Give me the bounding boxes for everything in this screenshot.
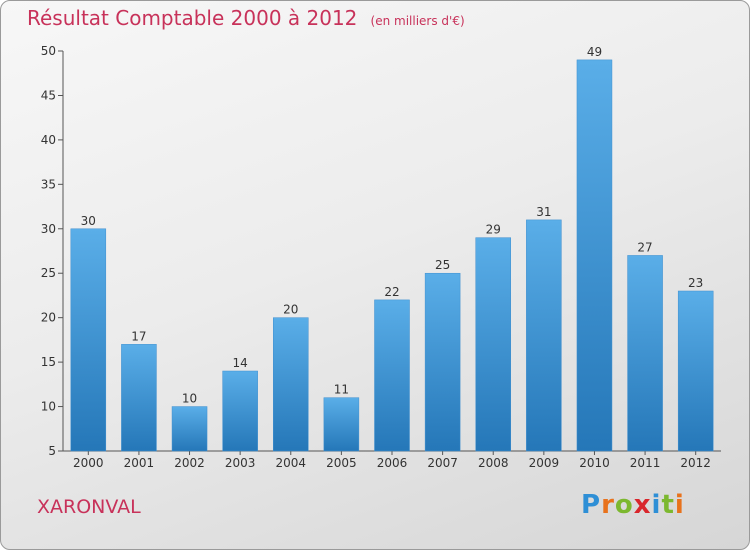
chart-title-block: Résultat Comptable 2000 à 2012 (en milli… bbox=[27, 6, 465, 30]
bar bbox=[70, 228, 107, 452]
y-tick-label: 25 bbox=[41, 266, 56, 280]
chart-labels: 30 2000 17 2001 10 2002 14 2003 20 2004 11 2005 22 20… bbox=[73, 45, 711, 470]
bar bbox=[171, 406, 208, 452]
bar bbox=[424, 272, 461, 452]
y-tick-label: 35 bbox=[41, 177, 56, 191]
brand-letter: r bbox=[601, 490, 615, 520]
brand-letter: i bbox=[651, 490, 662, 520]
x-tick-label: 2011 bbox=[630, 456, 661, 470]
bar bbox=[374, 299, 410, 452]
data-label: 11 bbox=[334, 383, 349, 397]
data-label: 17 bbox=[131, 329, 146, 343]
y-tick-label: 10 bbox=[41, 400, 56, 414]
x-tick-label: 2012 bbox=[680, 456, 711, 470]
brand-logo: Proxiti bbox=[581, 490, 685, 520]
bar bbox=[576, 59, 613, 452]
bar bbox=[121, 344, 157, 452]
brand-letter: i bbox=[674, 490, 685, 520]
y-tick-label: 50 bbox=[41, 44, 56, 58]
x-tick-label: 2004 bbox=[275, 456, 306, 470]
data-label: 22 bbox=[384, 285, 399, 299]
x-tick-label: 2005 bbox=[326, 456, 357, 470]
data-label: 23 bbox=[688, 276, 703, 290]
y-tick-label: 5 bbox=[48, 444, 56, 458]
x-tick-label: 2010 bbox=[579, 456, 610, 470]
data-label: 25 bbox=[435, 258, 450, 272]
y-tick-label: 45 bbox=[41, 88, 56, 102]
y-tick-label: 30 bbox=[41, 222, 56, 236]
bar bbox=[323, 397, 360, 452]
bar bbox=[222, 370, 258, 452]
x-tick-label: 2008 bbox=[478, 456, 509, 470]
y-tick-label: 40 bbox=[41, 133, 56, 147]
x-tick-label: 2007 bbox=[427, 456, 458, 470]
data-label: 20 bbox=[283, 303, 298, 317]
place-name: XARONVAL bbox=[37, 496, 141, 518]
bar bbox=[627, 255, 663, 452]
brand-letter: t bbox=[661, 490, 675, 520]
brand-letter: P bbox=[581, 490, 602, 520]
bar bbox=[273, 317, 309, 452]
bar bbox=[526, 219, 562, 452]
y-tick-label: 15 bbox=[41, 355, 56, 369]
x-tick-label: 2006 bbox=[377, 456, 408, 470]
data-label: 31 bbox=[536, 205, 551, 219]
bar bbox=[677, 290, 714, 452]
chart-bars bbox=[70, 59, 714, 452]
x-tick-label: 2002 bbox=[174, 456, 205, 470]
brand-letter: o bbox=[614, 490, 634, 520]
brand-letter: x bbox=[633, 490, 652, 520]
data-label: 30 bbox=[81, 214, 96, 228]
chart-title: Résultat Comptable 2000 à 2012 bbox=[27, 6, 358, 30]
data-label: 10 bbox=[182, 392, 197, 406]
data-label: 49 bbox=[587, 45, 602, 59]
x-tick-label: 2001 bbox=[124, 456, 155, 470]
y-tick-label: 20 bbox=[41, 311, 56, 325]
x-tick-label: 2003 bbox=[225, 456, 256, 470]
chart-subtitle: (en milliers d'€) bbox=[370, 14, 465, 28]
x-tick-label: 2009 bbox=[529, 456, 560, 470]
data-label: 27 bbox=[637, 240, 652, 254]
data-label: 29 bbox=[486, 223, 501, 237]
data-label: 14 bbox=[233, 356, 248, 370]
bar bbox=[475, 237, 511, 452]
x-tick-label: 2000 bbox=[73, 456, 104, 470]
